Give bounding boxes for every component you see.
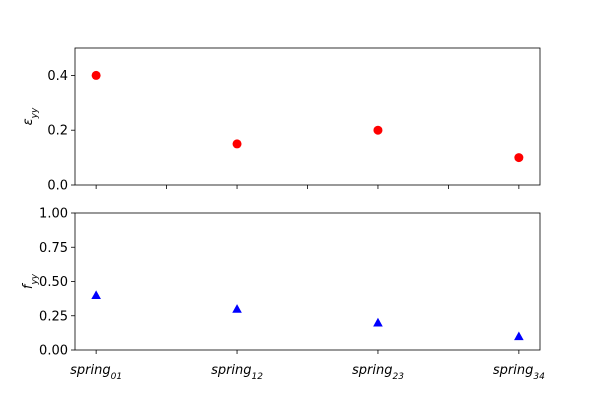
data-point — [373, 125, 383, 135]
y-axis-label: εyy — [21, 107, 40, 125]
y-axis-label: fyy — [21, 273, 40, 289]
x-tick-label: spring01 — [70, 363, 122, 382]
y-tick-label: 0.75 — [39, 241, 68, 256]
y-tick-label: 0.25 — [39, 309, 68, 324]
data-point — [514, 153, 524, 163]
data-point — [91, 290, 101, 300]
data-point — [232, 304, 242, 313]
y-tick-label: 1.00 — [39, 207, 68, 222]
y-tick-label: 0.0 — [47, 179, 68, 194]
y-tick-label: 0.4 — [47, 69, 68, 84]
data-point — [373, 317, 383, 327]
subplot-2: 0.00 0.25 0.50 0.75 1.00 spring01 spring12 spri… — [21, 207, 545, 383]
x-tick-label: spring12 — [211, 363, 263, 382]
data-point — [91, 70, 101, 80]
subplot-1: 0.0 0.2 0.4 εyy — [21, 47, 541, 194]
x-tick-label: spring23 — [352, 363, 404, 382]
x-tick-label: spring34 — [493, 363, 545, 382]
y-tick-label: 0.2 — [47, 124, 68, 139]
y-tick-label: 0.00 — [39, 344, 68, 359]
data-point — [514, 331, 524, 341]
axes-frame — [74, 47, 541, 186]
axes-frame — [74, 212, 541, 351]
data-point — [232, 139, 242, 149]
y-tick-label: 0.50 — [39, 275, 68, 290]
